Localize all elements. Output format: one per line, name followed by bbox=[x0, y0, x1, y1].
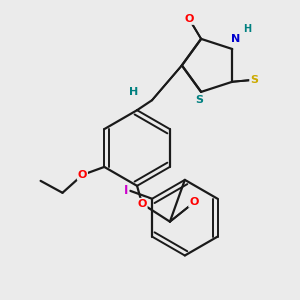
Text: I: I bbox=[124, 184, 128, 197]
Text: S: S bbox=[195, 95, 203, 105]
Text: O: O bbox=[137, 199, 147, 209]
Text: S: S bbox=[250, 75, 258, 85]
Text: H: H bbox=[243, 24, 251, 34]
Text: O: O bbox=[189, 197, 199, 207]
Text: N: N bbox=[231, 34, 240, 44]
Text: H: H bbox=[129, 87, 139, 97]
Text: O: O bbox=[184, 14, 194, 24]
Text: O: O bbox=[78, 170, 87, 180]
